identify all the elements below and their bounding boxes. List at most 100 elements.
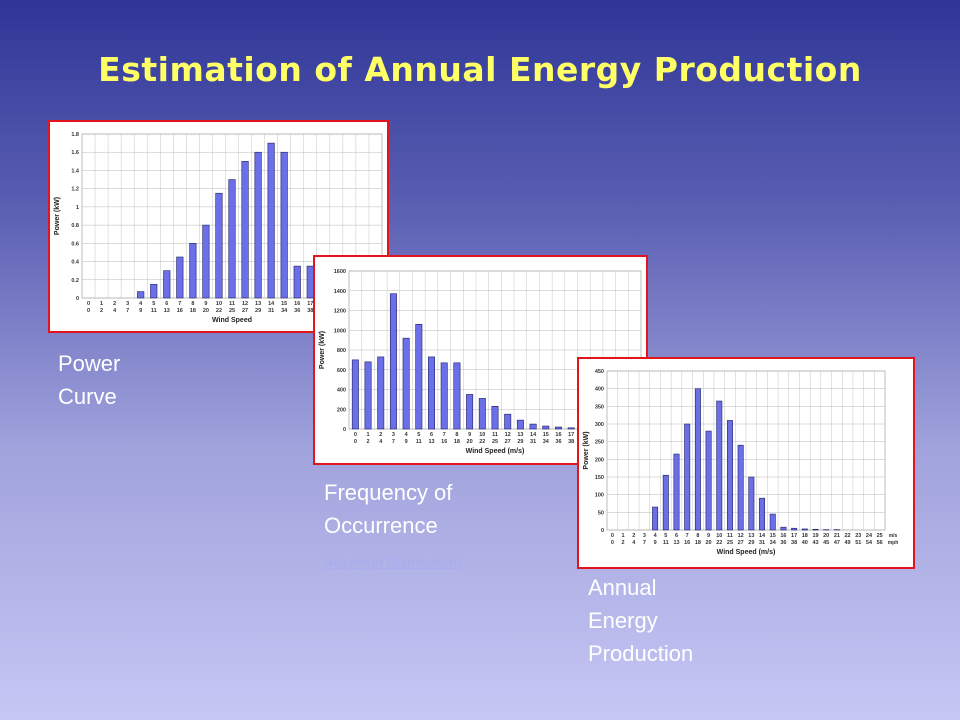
x-tick-label-secondary: 22 [716, 540, 722, 546]
x-tick-label-secondary: 18 [190, 308, 196, 314]
x-tick-label: 16 [294, 301, 300, 307]
y-tick-label: 100 [595, 493, 604, 499]
y-tick-label: 800 [337, 348, 346, 354]
x-tick-label: 0 [611, 533, 614, 539]
bar [466, 394, 474, 430]
bar [364, 361, 372, 430]
x-tick-label: 0 [87, 301, 90, 307]
x-tick-label: 14 [268, 301, 275, 307]
x-tick-label: 3 [126, 301, 129, 307]
x-tick-label: 7 [178, 301, 181, 307]
x-tick-label: 25 [877, 533, 883, 539]
bar [453, 362, 461, 430]
x-tick-label-secondary: 40 [802, 540, 808, 546]
bar [351, 359, 359, 430]
x-axis-title: Wind Speed (m/s) [466, 448, 525, 455]
x-tick-label-secondary: 56 [877, 540, 883, 546]
y-tick-label: 350 [595, 404, 604, 410]
x-tick-label: 9 [468, 432, 471, 438]
x-tick-label: 13 [748, 533, 754, 539]
x-tick-label-secondary: 49 [845, 540, 851, 546]
x-tick-label: 22 [845, 533, 851, 539]
bar [662, 474, 669, 531]
y-tick-label: 1600 [334, 269, 346, 275]
x-tick-label: 15 [281, 301, 287, 307]
x-tick-label: 8 [696, 533, 699, 539]
x-tick-label-secondary: 4 [113, 308, 117, 314]
bar [516, 419, 524, 430]
bar [415, 324, 423, 430]
x-tick-label-secondary: 34 [281, 308, 288, 314]
x-tick-label-secondary: 34 [770, 540, 777, 546]
power-curve-caption-line-2: Curve [58, 384, 117, 409]
x-tick-label-secondary: 16 [684, 540, 690, 546]
y-tick-label: 1 [76, 205, 79, 211]
bar [812, 528, 819, 531]
x-tick-label-secondary: 22 [216, 308, 222, 314]
x-tick-label-secondary: 11 [416, 439, 422, 445]
x-tick-label: 11 [492, 432, 498, 438]
bar [769, 513, 776, 531]
bar [716, 400, 723, 531]
bar [491, 405, 499, 430]
x-tick-label-secondary: 18 [454, 439, 460, 445]
x-tick-label-secondary: 29 [255, 308, 261, 314]
x-tick-label: 2 [113, 301, 116, 307]
x-tick-label-secondary: 0 [611, 540, 614, 546]
y-tick-label: 0.6 [71, 241, 79, 247]
x-tick-label: 12 [242, 301, 248, 307]
bar [389, 293, 397, 430]
x-tick-label: 9 [707, 533, 710, 539]
x-axis-title: Wind Speed (m/s) [717, 549, 776, 556]
x-tick-label-secondary: 36 [555, 439, 561, 445]
x-tick-label-secondary: 25 [727, 540, 733, 546]
x-tick-label-secondary: 43 [812, 540, 818, 546]
x-tick-label: 23 [855, 533, 861, 539]
x-tick-label-secondary: 2 [100, 308, 103, 314]
x-axis-title: Wind Speed [212, 317, 252, 324]
energy-production-chart: 0 50 100 150 200 250 300 350 400 450 0 0 1 2 2 4 3 7 4 9 5 11… [577, 357, 915, 569]
x-tick-label: 5 [664, 533, 667, 539]
x-tick-label: 1 [622, 533, 625, 539]
x-tick-label: 13 [517, 432, 523, 438]
bar [163, 270, 171, 299]
y-tick-label: 400 [595, 387, 604, 393]
x-tick-label-secondary: 20 [467, 439, 473, 445]
frequency-caption-line-1: Frequency of [324, 480, 453, 505]
x-tick-label-secondary: 54 [866, 540, 873, 546]
x-tick-label: 4 [139, 301, 143, 307]
x-tick-label: 17 [791, 533, 797, 539]
x-tick-label-secondary: 13 [673, 540, 679, 546]
x-tick-label: 10 [216, 301, 222, 307]
bar [267, 142, 275, 299]
x-tick-label-secondary: 27 [242, 308, 248, 314]
y-tick-label: 300 [595, 422, 604, 428]
bar [280, 151, 288, 299]
y-tick-label: 1200 [334, 309, 346, 315]
frequency-chart-svg: 0200400600800100012001400160000122437495… [319, 269, 642, 455]
x-tick-label-secondary: 16 [441, 439, 447, 445]
x-tick-label: 9 [204, 301, 207, 307]
bar [440, 362, 448, 430]
bar [189, 243, 197, 299]
x-tick-label-secondary: 51 [855, 540, 861, 546]
bar [694, 388, 701, 531]
bar [215, 192, 223, 299]
x-tick-label: 21 [834, 533, 840, 539]
bar [529, 423, 537, 430]
x-tick-label: 10 [716, 533, 722, 539]
bar [542, 425, 550, 430]
y-axis-title: Power (kW) [54, 197, 61, 235]
y-tick-label: 0 [601, 528, 604, 534]
y-tick-label: 600 [337, 368, 346, 374]
bar [402, 337, 410, 430]
y-tick-label: 250 [595, 440, 604, 446]
energy-caption-line-1: Annual [588, 575, 657, 600]
bar [428, 356, 435, 430]
rayleigh-distribution-link[interactable]: (Rayleigh Distribution) [324, 554, 462, 570]
x-tick-label-secondary: 9 [139, 308, 142, 314]
x-tick-label: 6 [430, 432, 433, 438]
x-tick-label-secondary: 2 [367, 439, 370, 445]
x-tick-label-secondary: 31 [268, 308, 274, 314]
x-tick-label: 16 [555, 432, 561, 438]
